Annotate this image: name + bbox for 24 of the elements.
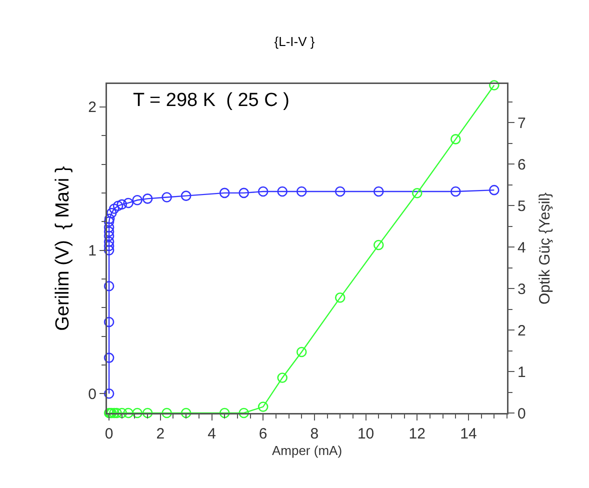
x-tick-label: 10 bbox=[357, 426, 374, 442]
y2-axis-title: Optik Güç {Yeşil} bbox=[536, 192, 554, 305]
x-tick-label: 2 bbox=[156, 426, 165, 442]
y2-tick-label: 5 bbox=[518, 198, 526, 215]
y2-tick-label: 6 bbox=[518, 156, 526, 174]
y-axis-title: Gerilim (V) { Mavi } bbox=[52, 166, 74, 331]
y2-tick-label: 7 bbox=[518, 114, 526, 132]
x-axis-title: Amper (mA) bbox=[272, 442, 342, 458]
y-tick-label: 1 bbox=[88, 242, 96, 260]
x-tick-label: 14 bbox=[460, 426, 477, 442]
y2-tick-label: 2 bbox=[518, 322, 526, 340]
y2-tick-label: 0 bbox=[518, 405, 526, 422]
y2-tick-label: 4 bbox=[518, 239, 526, 256]
x-tick-label: 8 bbox=[310, 426, 319, 442]
y2-tick-label: 3 bbox=[518, 280, 526, 298]
x-tick-label: 4 bbox=[208, 426, 216, 442]
x-tick-label: 12 bbox=[408, 426, 426, 442]
y-tick-label: 0 bbox=[88, 386, 96, 403]
chart-title: {L-I-V } bbox=[274, 34, 316, 50]
annotation: T = 298 K ( 25 C ) bbox=[133, 90, 290, 111]
x-tick-label: 6 bbox=[258, 426, 268, 442]
x-tick-label: 0 bbox=[104, 426, 114, 442]
y-tick-label: 2 bbox=[88, 99, 96, 116]
y2-tick-label: 1 bbox=[518, 364, 526, 381]
